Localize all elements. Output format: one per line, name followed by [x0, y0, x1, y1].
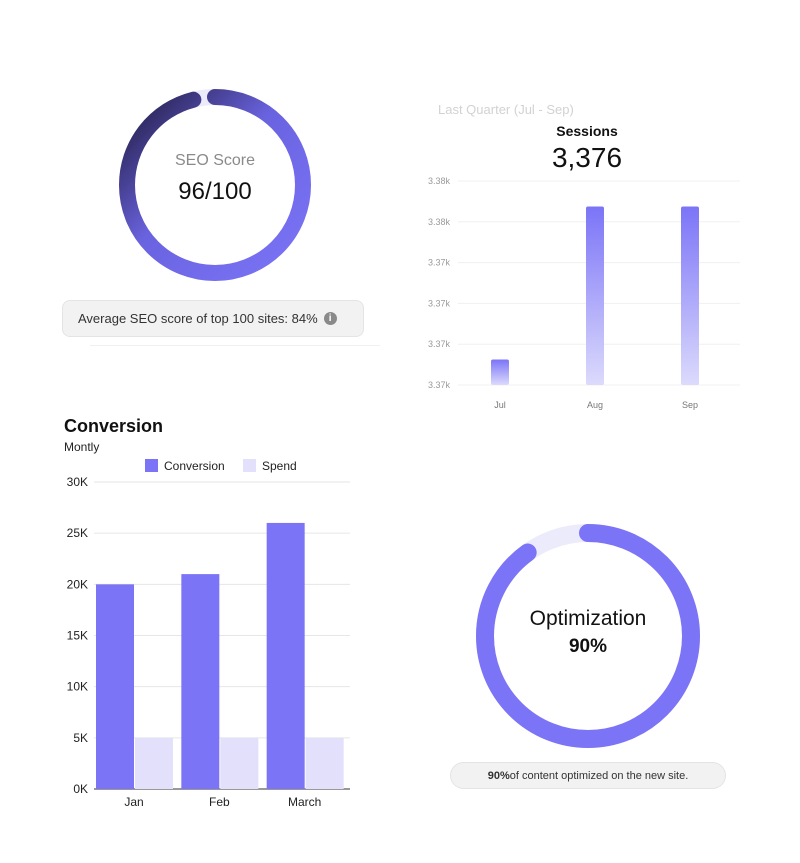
x-tick-label: Feb [209, 795, 230, 809]
optimization-note-text: of content optimized on the new site. [509, 769, 689, 782]
optimization-label: Optimization [529, 607, 647, 630]
legend-swatch [243, 459, 256, 472]
y-tick-label: 0K [73, 782, 88, 796]
legend-swatch [145, 459, 158, 472]
conversion-title: Conversion [64, 416, 164, 436]
sessions-bar-chart: 3.37k 3.37k 3.37k 3.37k 3.38k 3.38k Jul Aug Sep [428, 176, 740, 410]
y-tick-label: 15K [67, 629, 88, 643]
optimization-ring [476, 524, 700, 748]
bar[interactable] [681, 206, 699, 386]
y-tick-label: 3.38k [428, 176, 451, 186]
bar-conversion[interactable] [96, 584, 134, 789]
seo-score-label: SEO Score [174, 152, 256, 169]
y-tick-label: 30K [67, 475, 88, 489]
seo-score-value: 96/100 [178, 178, 252, 205]
optimization-percent: 90% [568, 636, 608, 657]
y-tick-label: 3.37k [428, 380, 451, 390]
seo-average-note-text: Average SEO score of top 100 sites: 84% [78, 311, 318, 326]
bar-spend[interactable] [220, 737, 259, 789]
sessions-title: Sessions [556, 123, 618, 139]
seo-score-arc [119, 89, 311, 281]
x-tick-label: March [288, 795, 321, 809]
y-tick-label: 25K [67, 526, 88, 540]
bar-conversion[interactable] [266, 522, 305, 789]
y-tick-label: 3.37k [428, 298, 451, 308]
divider [90, 345, 380, 346]
bar[interactable] [586, 206, 604, 386]
info-icon[interactable]: i [323, 312, 337, 325]
seo-score-ring [119, 89, 311, 281]
optimization-note: 90% of content optimized on the new site… [450, 762, 726, 789]
y-tick-label: 20K [67, 577, 88, 591]
y-tick-label: 3.37k [428, 258, 451, 268]
y-tick-label: 10K [67, 680, 88, 694]
legend-label: Spend [262, 459, 297, 473]
sessions-total: 3,376 [551, 142, 623, 173]
conversion-subtitle: Montly [64, 440, 100, 454]
x-tick-label: Jan [124, 795, 143, 809]
seo-average-note: Average SEO score of top 100 sites: 84% … [62, 300, 364, 337]
optimization-arc [476, 524, 700, 748]
y-tick-label: 5K [73, 731, 88, 745]
bar[interactable] [491, 359, 509, 386]
bar-conversion[interactable] [181, 574, 220, 789]
bar-spend[interactable] [305, 737, 344, 789]
optimization-note-bold: 90% [487, 769, 510, 782]
y-tick-label: 3.38k [428, 217, 451, 227]
bar-spend[interactable] [135, 737, 173, 789]
legend-label: Conversion [164, 459, 225, 473]
sessions-period: Last Quarter (Jul - Sep) [438, 102, 574, 117]
conversion-bar-chart: 0K 5K 10K 15K 20K 25K 30K Conversion Spend Jan Feb… [67, 459, 350, 809]
x-tick-label: Jul [494, 400, 506, 410]
y-tick-label: 3.37k [428, 339, 451, 349]
x-tick-label: Sep [682, 400, 698, 410]
x-tick-label: Aug [587, 400, 603, 410]
